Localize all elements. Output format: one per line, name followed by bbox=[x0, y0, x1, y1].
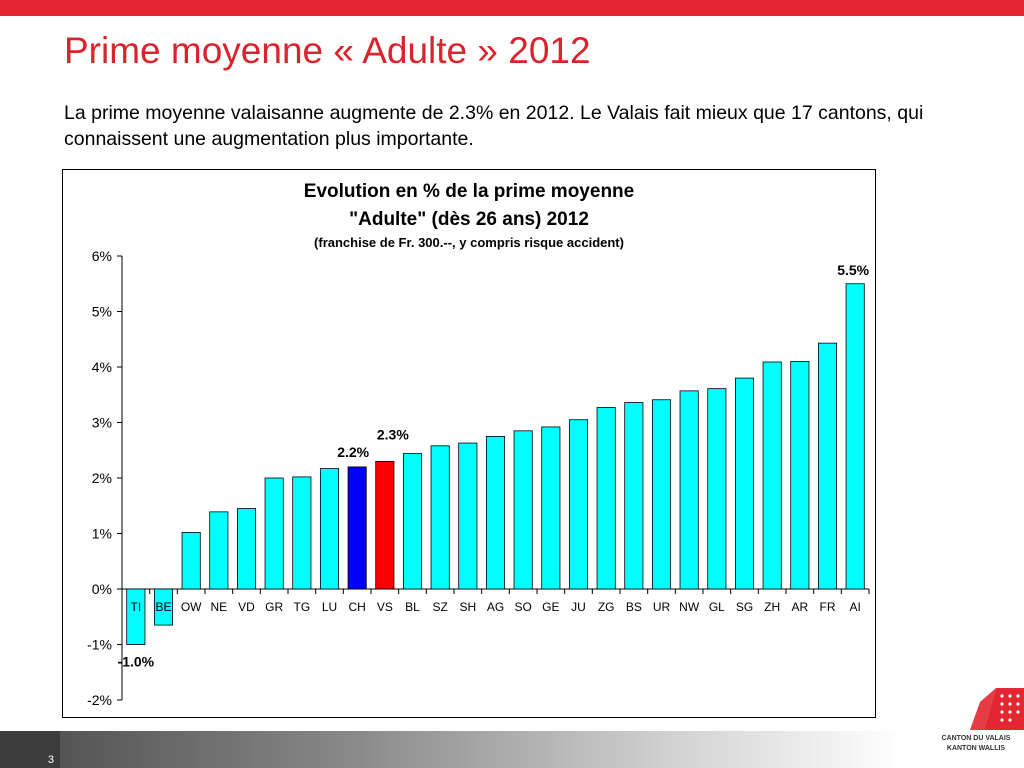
x-tick-label: AI bbox=[849, 600, 860, 614]
bar-ne bbox=[209, 511, 229, 590]
bar-ti bbox=[126, 588, 146, 645]
x-tick-label: UR bbox=[653, 600, 671, 614]
y-tick-label: 4% bbox=[92, 359, 112, 375]
bar-ge bbox=[541, 426, 561, 590]
x-tick-label: AR bbox=[791, 600, 808, 614]
bar-tg bbox=[292, 476, 312, 590]
x-tick-label: BS bbox=[626, 600, 642, 614]
top-accent-bar bbox=[0, 0, 1024, 16]
chart-title-line1: Evolution en % de la prime moyenne bbox=[304, 181, 634, 202]
bar-so bbox=[513, 430, 533, 590]
bar-ow bbox=[181, 531, 201, 590]
x-tick-label: GL bbox=[709, 600, 725, 614]
bar-zg bbox=[596, 407, 616, 590]
x-tick-label: OW bbox=[181, 600, 202, 614]
x-tick-label: TG bbox=[293, 600, 310, 614]
data-label-vs: 2.3% bbox=[377, 426, 409, 442]
bar-chart: Evolution en % de la prime moyenne "Adul… bbox=[87, 181, 870, 708]
y-tick-label: 2% bbox=[92, 470, 112, 486]
x-tick-label: ZG bbox=[598, 600, 615, 614]
bar-nw bbox=[679, 390, 699, 590]
y-tick-label: -1% bbox=[87, 637, 112, 653]
x-tick-label: AG bbox=[487, 600, 504, 614]
bar-gl bbox=[707, 388, 727, 590]
canton-logo bbox=[970, 688, 1024, 730]
bar-ur bbox=[651, 399, 672, 590]
x-tick-label: SH bbox=[459, 600, 476, 614]
logo-text-line1: CANTON DU VALAIS bbox=[941, 735, 1011, 742]
bar-vd bbox=[236, 508, 257, 590]
x-tick-label: NW bbox=[679, 600, 700, 614]
chart-subtitle: (franchise de Fr. 300.--, y compris risq… bbox=[314, 235, 624, 250]
bar-sz bbox=[430, 445, 450, 590]
bar-sg bbox=[734, 377, 755, 590]
x-tick-label: GE bbox=[542, 600, 559, 614]
x-tick-label: SZ bbox=[432, 600, 447, 614]
bar-gr bbox=[264, 477, 284, 590]
x-tick-label: CH bbox=[348, 600, 365, 614]
bar-lu bbox=[319, 468, 340, 590]
data-label-ti: -1.0% bbox=[118, 654, 155, 670]
x-tick-label: BE bbox=[155, 600, 171, 614]
bar-bs bbox=[624, 402, 644, 590]
bar-vs bbox=[375, 460, 395, 590]
x-tick-label: LU bbox=[322, 600, 337, 614]
logo-text-line2: KANTON WALLIS bbox=[946, 745, 1006, 752]
x-tick-label: NE bbox=[210, 600, 227, 614]
x-tick-label: FR bbox=[820, 600, 836, 614]
x-tick-label: GR bbox=[265, 600, 283, 614]
x-tick-label: SG bbox=[736, 600, 753, 614]
x-tick-label: TI bbox=[130, 600, 141, 614]
bar-ag bbox=[485, 435, 506, 590]
bar-be bbox=[153, 588, 174, 626]
bar-bl bbox=[402, 453, 423, 590]
bar-ar bbox=[790, 361, 810, 590]
data-label-ai: 5.5% bbox=[837, 262, 869, 278]
x-tick-label: JU bbox=[571, 600, 586, 614]
bar-zh bbox=[762, 361, 782, 590]
y-tick-label: 3% bbox=[92, 415, 112, 431]
slide-title: Prime moyenne « Adulte » 2012 bbox=[64, 30, 591, 71]
y-tick-label: 5% bbox=[92, 304, 112, 320]
bar-sh bbox=[458, 442, 478, 590]
y-tick-label: 0% bbox=[92, 581, 112, 597]
bar-fr bbox=[817, 342, 838, 590]
bar-ai bbox=[845, 283, 865, 590]
chart-title-line2: "Adulte" (dès 26 ans) 2012 bbox=[349, 209, 589, 230]
data-label-ch: 2.2% bbox=[337, 444, 369, 460]
footer-bar bbox=[0, 731, 1024, 768]
y-tick-label: 6% bbox=[92, 248, 112, 264]
bar-ch bbox=[347, 466, 367, 590]
x-tick-label: SO bbox=[514, 600, 531, 614]
x-tick-label: BL bbox=[405, 600, 420, 614]
slide-text: La prime moyenne valaisanne augmente de … bbox=[64, 102, 924, 150]
bar-ju bbox=[568, 419, 589, 590]
x-tick-label: ZH bbox=[764, 600, 780, 614]
chart-frame: Evolution en % de la prime moyenne "Adul… bbox=[62, 169, 876, 718]
y-tick-label: -2% bbox=[87, 692, 112, 708]
x-tick-label: VS bbox=[377, 600, 393, 614]
y-tick-label: 1% bbox=[92, 526, 112, 542]
x-tick-label: VD bbox=[238, 600, 255, 614]
page-number: 3 bbox=[0, 731, 60, 768]
